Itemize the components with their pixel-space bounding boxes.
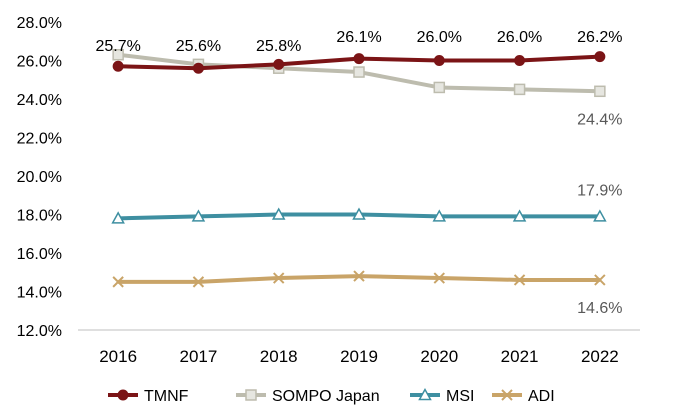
data-point: [512, 209, 527, 222]
y-tick-label: 20.0%: [17, 169, 62, 186]
data-point: [501, 389, 513, 401]
data-point: [513, 274, 526, 286]
legend: TMNF SOMPO Japan MSI ADI: [108, 387, 555, 405]
data-label: 26.1%: [336, 29, 381, 46]
data-labels: 25.7% 25.6% 25.8% 26.1% 26.0% 26.0% 26.2% 24.4%…: [95, 29, 622, 317]
data-point: [112, 60, 124, 72]
data-label: 24.4%: [577, 111, 622, 128]
data-label: 26.2%: [577, 29, 622, 46]
data-point: [273, 272, 285, 284]
data-point: [111, 211, 125, 224]
x-tick-label: 2019: [340, 347, 378, 366]
legend-label: TMNF: [144, 388, 189, 405]
data-point: [353, 66, 365, 78]
y-axis: 12.0% 14.0% 16.0% 18.0% 20.0% 22.0% 24.0% 26.0%…: [17, 15, 62, 340]
data-point: [192, 62, 204, 74]
data-label: 26.0%: [417, 29, 462, 46]
data-point: [112, 276, 124, 288]
x-tick-label: 2022: [581, 347, 619, 366]
data-point: [433, 81, 446, 94]
data-point: [192, 276, 205, 288]
y-tick-label: 18.0%: [17, 208, 62, 225]
data-point: [418, 387, 432, 401]
data-label: 17.9%: [577, 182, 622, 199]
x-tick-label: 2020: [420, 347, 458, 366]
data-point: [432, 209, 447, 222]
legend-label: SOMPO Japan: [272, 388, 380, 405]
data-point: [594, 85, 606, 98]
data-point: [191, 209, 206, 222]
y-tick-label: 26.0%: [17, 54, 62, 71]
data-label: 25.7%: [95, 38, 140, 55]
data-point: [433, 55, 445, 66]
data-point: [593, 209, 607, 222]
data-point: [433, 272, 445, 284]
data-point: [245, 389, 257, 401]
data-point: [271, 207, 286, 220]
data-point: [273, 58, 285, 70]
x-tick-label: 2016: [99, 347, 137, 366]
data-label: 25.6%: [176, 38, 221, 55]
data-point: [117, 389, 129, 401]
legend-item-adi: ADI: [492, 388, 555, 405]
series-msi: [111, 207, 607, 224]
y-tick-label: 12.0%: [17, 323, 62, 340]
x-axis: 2016 2017 2018 2019 2020 2021 2022: [78, 329, 640, 366]
legend-label: MSI: [446, 388, 474, 405]
y-tick-label: 16.0%: [17, 246, 62, 263]
series-adi: [112, 270, 606, 288]
data-label: 14.6%: [577, 300, 622, 317]
data-point: [353, 53, 365, 65]
data-point: [352, 207, 366, 220]
series-layer: [111, 48, 607, 288]
y-tick-label: 28.0%: [17, 15, 62, 32]
y-tick-label: 24.0%: [17, 92, 62, 109]
x-tick-label: 2018: [260, 347, 298, 366]
data-point: [594, 51, 606, 63]
data-point: [594, 274, 606, 286]
y-tick-label: 22.0%: [17, 131, 62, 148]
data-point: [514, 55, 526, 66]
data-point: [353, 270, 365, 282]
x-tick-label: 2017: [180, 347, 218, 366]
legend-label: ADI: [528, 388, 555, 405]
data-label: 25.8%: [256, 38, 301, 55]
series-tmnf: [112, 51, 606, 74]
data-point: [112, 48, 124, 61]
x-tick-label: 2021: [501, 347, 539, 366]
data-point: [513, 83, 526, 96]
legend-item-tmnf: TMNF: [108, 388, 189, 405]
legend-item-msi: MSI: [410, 387, 474, 405]
legend-item-sompo-japan: SOMPO Japan: [236, 388, 380, 405]
data-label: 26.0%: [497, 29, 542, 46]
y-tick-label: 14.0%: [17, 285, 62, 302]
